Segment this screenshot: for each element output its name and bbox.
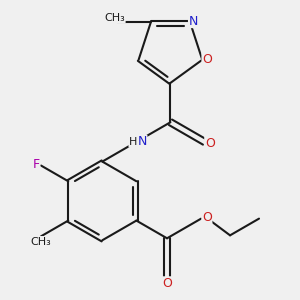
Text: O: O <box>205 137 215 150</box>
Text: CH₃: CH₃ <box>104 13 125 22</box>
Text: O: O <box>162 277 172 290</box>
Text: CH₃: CH₃ <box>31 237 51 247</box>
Text: H: H <box>129 137 137 147</box>
Text: N: N <box>137 135 147 148</box>
Text: O: O <box>202 211 212 224</box>
Text: N: N <box>189 15 198 28</box>
Text: O: O <box>202 53 212 66</box>
Text: F: F <box>33 158 40 171</box>
